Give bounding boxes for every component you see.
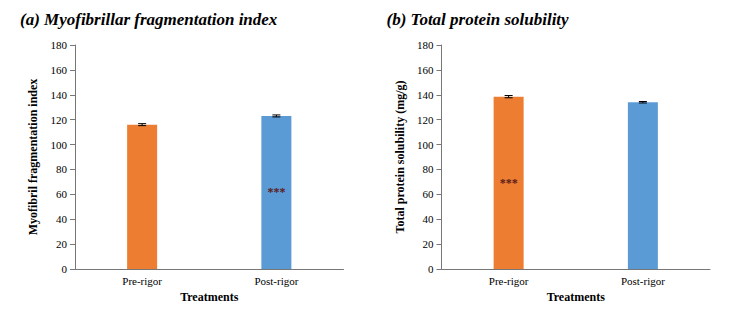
svg-text:Treatments: Treatments [180,290,239,304]
svg-text:(b) Total protein solubility: (b) Total protein solubility [387,10,570,29]
svg-text:120: 120 [51,114,68,126]
svg-text:140: 140 [51,89,68,101]
svg-text:100: 100 [417,139,434,151]
svg-text:60: 60 [423,188,435,200]
svg-text:80: 80 [423,163,435,175]
svg-text:Total protein solubility (mg/g: Total protein solubility (mg/g) [393,80,407,233]
svg-text:60: 60 [56,188,68,200]
svg-text:140: 140 [417,89,434,101]
svg-text:***: *** [500,176,518,190]
svg-text:180: 180 [417,39,434,51]
svg-text:***: *** [267,185,285,199]
svg-text:20: 20 [423,238,435,250]
svg-text:40: 40 [423,213,435,225]
svg-text:Post-rigor: Post-rigor [254,275,298,287]
svg-text:160: 160 [417,64,434,76]
svg-text:100: 100 [51,139,68,151]
svg-text:180: 180 [51,39,68,51]
svg-text:0: 0 [62,263,68,275]
svg-text:Treatments: Treatments [547,290,606,304]
svg-text:0: 0 [428,263,434,275]
svg-text:Post-rigor: Post-rigor [621,275,665,287]
svg-text:(a) Myofibrillar fragmentation: (a) Myofibrillar fragmentation index [20,10,278,29]
svg-text:160: 160 [51,64,68,76]
svg-text:40: 40 [56,213,68,225]
svg-text:Myofibril fragmentation index: Myofibril fragmentation index [26,79,40,236]
svg-text:20: 20 [56,238,68,250]
svg-text:120: 120 [417,114,434,126]
svg-text:Pre-rigor: Pre-rigor [489,275,529,287]
svg-text:80: 80 [56,163,68,175]
svg-text:Pre-rigor: Pre-rigor [122,275,162,287]
